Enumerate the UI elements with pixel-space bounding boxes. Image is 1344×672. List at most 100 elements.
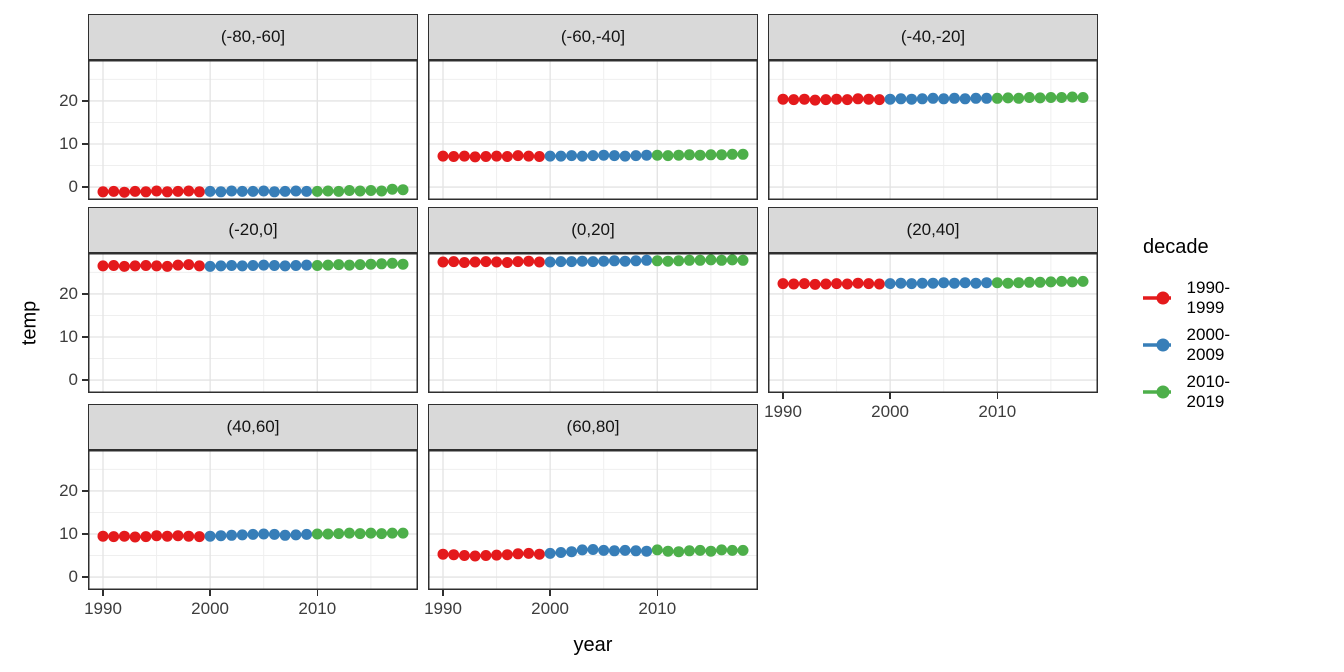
data-point xyxy=(343,259,355,271)
data-point xyxy=(619,255,631,267)
data-point xyxy=(183,530,195,542)
series-2000-2009 xyxy=(544,544,653,559)
data-point xyxy=(448,151,460,162)
y-axis-tick xyxy=(82,336,88,338)
data-point xyxy=(501,549,513,561)
facet-strip-label: (40,60] xyxy=(226,417,280,436)
data-point xyxy=(555,256,567,268)
data-point xyxy=(1013,92,1025,104)
data-point xyxy=(290,260,302,271)
facet-strip-label: (20,40] xyxy=(906,220,960,239)
data-point xyxy=(397,527,409,539)
y-axis-tick xyxy=(82,576,88,578)
panel-border xyxy=(768,253,1098,393)
data-point xyxy=(376,528,388,540)
data-point xyxy=(683,545,695,557)
data-point xyxy=(523,255,535,267)
data-point xyxy=(247,185,259,197)
data-point xyxy=(437,150,449,162)
data-point xyxy=(376,185,388,197)
y-axis-tick xyxy=(82,100,88,102)
data-point xyxy=(798,93,810,105)
panel-border xyxy=(88,60,418,200)
legend-entry-label: 2000-2009 xyxy=(1186,325,1231,364)
facet-strip: (0,20] xyxy=(428,207,758,253)
series-2010-2019 xyxy=(311,183,409,197)
data-point xyxy=(809,94,821,106)
data-point xyxy=(258,185,270,197)
data-point xyxy=(226,529,238,541)
data-point xyxy=(480,256,492,268)
series-2010-2019 xyxy=(651,254,749,267)
data-point xyxy=(566,546,578,558)
data-point xyxy=(365,185,377,196)
data-point xyxy=(598,255,610,267)
data-point xyxy=(226,185,238,197)
data-point xyxy=(97,186,109,198)
data-point xyxy=(236,185,248,197)
data-point xyxy=(386,183,398,195)
gridlines xyxy=(768,60,1098,200)
facet-panel xyxy=(428,450,758,590)
series-2000-2009 xyxy=(204,528,313,542)
data-point xyxy=(268,186,280,198)
facet-strip-label: (-60,-40] xyxy=(560,27,626,46)
facet-panel xyxy=(88,60,418,200)
data-point xyxy=(501,151,513,162)
data-point xyxy=(386,527,398,539)
data-point xyxy=(215,260,227,272)
facet-strip: (40,60] xyxy=(88,404,418,450)
data-point xyxy=(630,545,642,557)
data-point xyxy=(683,149,695,161)
data-point xyxy=(651,255,663,267)
data-point xyxy=(501,257,513,268)
data-point xyxy=(523,547,535,559)
data-point xyxy=(608,150,620,162)
series-2000-2009 xyxy=(544,149,653,162)
data-point xyxy=(841,94,853,106)
data-point xyxy=(236,260,248,272)
data-point xyxy=(598,149,610,161)
panel-border xyxy=(428,450,758,590)
y-tick-label: 10 xyxy=(59,134,78,153)
x-tick-label: 2010 xyxy=(978,402,1017,421)
series-2010-2019 xyxy=(651,544,749,558)
data-point xyxy=(1056,275,1068,287)
x-tick-label: 2010 xyxy=(298,599,337,618)
data-point xyxy=(694,544,706,556)
facet-panel xyxy=(768,253,1098,393)
data-point xyxy=(991,92,1003,104)
data-point xyxy=(204,260,216,272)
gridlines xyxy=(88,60,418,200)
data-point xyxy=(172,259,184,271)
data-point xyxy=(788,94,800,106)
data-point xyxy=(587,256,599,268)
data-point xyxy=(916,277,928,289)
data-point xyxy=(948,277,960,289)
data-point xyxy=(118,530,130,542)
data-point xyxy=(641,149,653,161)
data-point xyxy=(458,150,470,162)
data-point xyxy=(512,150,524,162)
data-point xyxy=(726,254,738,266)
data-point xyxy=(279,260,291,272)
data-point xyxy=(798,278,810,290)
series-2000-2009 xyxy=(204,259,313,272)
legend-title: decade xyxy=(1143,236,1209,258)
y-axis-tick xyxy=(82,143,88,145)
data-point xyxy=(97,260,109,272)
data-point xyxy=(587,544,599,555)
data-point xyxy=(268,260,280,271)
series-1990-1999 xyxy=(97,185,205,198)
data-point xyxy=(97,530,109,542)
gridlines xyxy=(768,253,1098,393)
series-1990-1999 xyxy=(437,547,545,562)
data-point xyxy=(268,528,280,540)
data-point xyxy=(301,528,313,540)
data-point xyxy=(673,149,685,161)
data-point xyxy=(226,260,238,271)
facet-strip-label: (60,80] xyxy=(566,417,620,436)
data-point xyxy=(161,530,173,542)
data-point xyxy=(927,92,939,104)
y-tick-label: 0 xyxy=(68,370,78,390)
